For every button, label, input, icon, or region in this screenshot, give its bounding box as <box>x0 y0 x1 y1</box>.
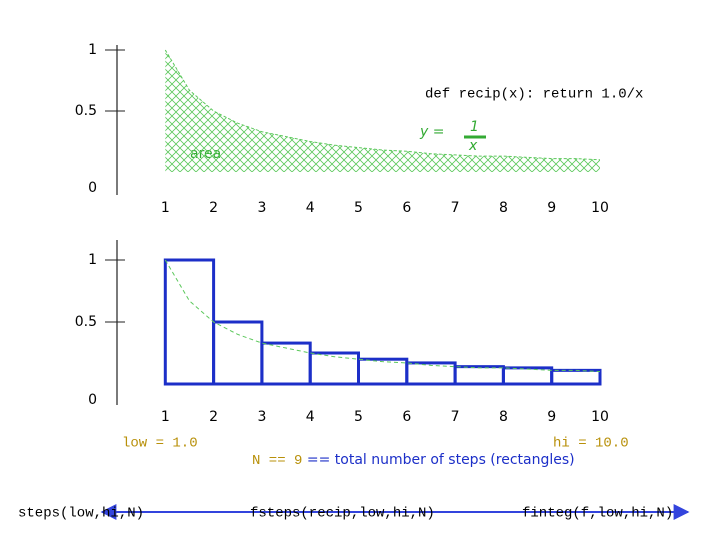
y-tick-label: 0.5 <box>75 103 97 119</box>
bar <box>550 368 602 386</box>
bar <box>308 351 361 386</box>
n-note: N == 9 == total number of steps (rectang… <box>252 452 575 469</box>
x-tick-label: 2 <box>209 200 218 216</box>
num: 1 <box>470 119 479 135</box>
x-tick-label: 5 <box>354 200 363 216</box>
bar <box>212 320 264 386</box>
curve <box>164 49 601 161</box>
y-tick-label: 1 <box>88 42 97 58</box>
code: def recip(x): return 1.0/x <box>425 87 643 103</box>
x-tick-label: 1 <box>161 409 170 425</box>
bar <box>357 357 409 386</box>
hi: hi = 10.0 <box>553 436 629 452</box>
bar <box>405 361 457 386</box>
x-tick-label: 8 <box>499 200 508 216</box>
curve <box>164 259 601 373</box>
x-tick-label: 1 <box>161 200 170 216</box>
x-tick-label: 4 <box>306 409 315 425</box>
y-tick-label: 1 <box>88 252 97 268</box>
x-tick-label: 10 <box>591 409 609 425</box>
x-tick-label: 9 <box>547 409 556 425</box>
x-tick-label: 6 <box>402 409 411 425</box>
x-tick-label: 4 <box>306 200 315 216</box>
x-tick-label: 3 <box>257 200 266 216</box>
bar <box>260 341 312 386</box>
fsteps: fsteps(recip,low,hi,N) <box>250 506 435 522</box>
x-tick-label: 6 <box>402 200 411 216</box>
low: low = 1.0 <box>122 436 198 452</box>
y-tick-label: 0.5 <box>75 314 97 330</box>
x-tick-label: 9 <box>547 200 556 216</box>
y-tick-label: 0 <box>88 392 97 408</box>
eq: y = <box>419 124 444 140</box>
area-fill <box>165 50 601 172</box>
x-tick-label: 7 <box>451 200 460 216</box>
x-tick-label: 3 <box>257 409 266 425</box>
x-tick-label: 10 <box>591 200 609 216</box>
n: N == 9 <box>252 453 302 469</box>
finteg: finteg(f,low,hi,N) <box>522 506 673 522</box>
n-text: == total number of steps (rectangles) <box>302 452 574 468</box>
x-tick-label: 7 <box>451 409 460 425</box>
bar <box>453 365 505 386</box>
x-tick-label: 5 <box>354 409 363 425</box>
x-tick-label: 8 <box>499 409 508 425</box>
x-tick-label: 2 <box>209 409 218 425</box>
y-tick-label: 0 <box>88 180 97 196</box>
steps: steps(low,hi,N) <box>18 506 144 522</box>
den: x <box>468 138 478 154</box>
bar <box>163 258 216 386</box>
